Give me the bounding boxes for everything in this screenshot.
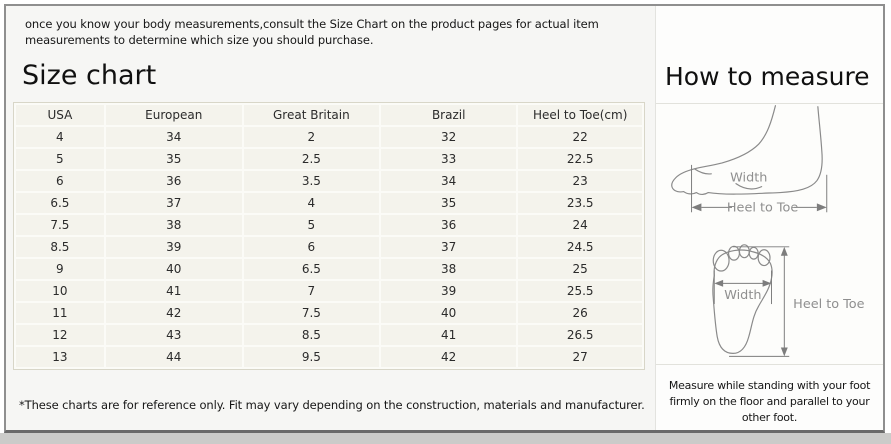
size-cell: 2 xyxy=(243,127,380,147)
size-cell: 25.5 xyxy=(518,281,642,301)
side-width-label: Width xyxy=(730,171,767,186)
column-header: USA xyxy=(16,105,104,125)
size-cell: 5 xyxy=(243,215,380,235)
column-header: Heel to Toe(cm) xyxy=(518,105,642,125)
intro-text: once you know your body measurements,con… xyxy=(25,17,599,47)
size-cell: 41 xyxy=(381,325,517,345)
size-cell: 38 xyxy=(381,259,517,279)
size-chart-panel: once you know your body measurements,con… xyxy=(6,6,655,430)
size-cell: 10 xyxy=(16,281,104,301)
header-row: USA European Great Britain Brazil Heel to To… xyxy=(16,105,642,125)
table-row: 5 35 2.5 33 22.5 xyxy=(16,149,642,169)
size-cell: 36 xyxy=(105,171,242,191)
size-cell: 9.5 xyxy=(243,347,380,367)
size-cell: 32 xyxy=(381,127,517,147)
size-cell: 3.5 xyxy=(243,171,380,191)
table-row: 13 44 9.5 42 27 xyxy=(16,347,642,367)
table-row: 8.5 39 6 37 24.5 xyxy=(16,237,642,257)
size-cell: 8.5 xyxy=(16,237,104,257)
size-cell: 11 xyxy=(16,303,104,323)
size-cell: 38 xyxy=(105,215,242,235)
size-cell: 39 xyxy=(105,237,242,257)
size-table-body: 4 34 2 32 22 5 35 2.5 33 22.5 6 36 3.5 34 23 6.5 37 4 35 23… xyxy=(16,127,642,367)
size-cell: 9 xyxy=(16,259,104,279)
size-cell: 6 xyxy=(16,171,104,191)
sole-heel-to-toe-label: Heel to Toe xyxy=(793,297,864,312)
size-cell: 34 xyxy=(105,127,242,147)
size-cell: 23 xyxy=(518,171,642,191)
size-cell: 42 xyxy=(381,347,517,367)
size-cell: 6.5 xyxy=(16,193,104,213)
size-cell: 8.5 xyxy=(243,325,380,345)
how-to-measure-panel: How to measure Width Heel to Toe xyxy=(655,6,883,430)
size-cell: 35 xyxy=(105,149,242,169)
size-cell: 24 xyxy=(518,215,642,235)
sole-width-label: Width xyxy=(724,288,761,303)
measure-note: Measure while standing with your foot fi… xyxy=(668,379,871,424)
column-header: Brazil xyxy=(381,105,517,125)
foot-sole-view-icon: Width Heel to Toe xyxy=(711,244,864,357)
size-cell: 43 xyxy=(105,325,242,345)
size-cell: 40 xyxy=(381,303,517,323)
size-cell: 25 xyxy=(518,259,642,279)
size-chart-footnote: *These charts are for reference only. Fi… xyxy=(19,398,645,412)
size-chart-card: once you know your body measurements,con… xyxy=(4,4,885,433)
foot-side-view-icon: Width Heel to Toe xyxy=(670,105,827,215)
size-chart-title: Size chart xyxy=(22,60,157,91)
size-cell: 37 xyxy=(381,237,517,257)
measurement-diagram: Width Heel to Toe Width xyxy=(670,105,864,357)
size-cell: 26.5 xyxy=(518,325,642,345)
size-cell: 33 xyxy=(381,149,517,169)
size-cell: 24.5 xyxy=(518,237,642,257)
size-cell: 22 xyxy=(518,127,642,147)
size-cell: 7 xyxy=(243,281,380,301)
measurement-diagram-box: Width Heel to Toe Width xyxy=(656,103,883,365)
size-cell: 36 xyxy=(381,215,517,235)
size-cell: 5 xyxy=(16,149,104,169)
size-cell: 41 xyxy=(105,281,242,301)
size-cell: 6.5 xyxy=(243,259,380,279)
size-cell: 44 xyxy=(105,347,242,367)
size-cell: 23.5 xyxy=(518,193,642,213)
side-heel-to-toe-label: Heel to Toe xyxy=(726,200,797,215)
size-cell: 12 xyxy=(16,325,104,345)
table-row: 12 43 8.5 41 26.5 xyxy=(16,325,642,345)
size-cell: 6 xyxy=(243,237,380,257)
size-cell: 35 xyxy=(381,193,517,213)
table-row: 10 41 7 39 25.5 xyxy=(16,281,642,301)
size-cell: 4 xyxy=(16,127,104,147)
size-cell: 26 xyxy=(518,303,642,323)
size-cell: 22.5 xyxy=(518,149,642,169)
size-table: USA European Great Britain Brazil Heel to To… xyxy=(13,102,645,370)
table-row: 9 40 6.5 38 25 xyxy=(16,259,642,279)
size-cell: 34 xyxy=(381,171,517,191)
table-row: 6 36 3.5 34 23 xyxy=(16,171,642,191)
size-cell: 13 xyxy=(16,347,104,367)
size-cell: 37 xyxy=(105,193,242,213)
size-cell: 7.5 xyxy=(243,303,380,323)
size-cell: 40 xyxy=(105,259,242,279)
size-table-header: USA European Great Britain Brazil Heel to To… xyxy=(16,105,642,125)
size-cell: 27 xyxy=(518,347,642,367)
size-cell: 4 xyxy=(243,193,380,213)
how-to-measure-title: How to measure xyxy=(665,62,870,91)
column-header: European xyxy=(105,105,242,125)
bottom-shadow-strip xyxy=(0,433,891,444)
size-cell: 39 xyxy=(381,281,517,301)
size-cell: 7.5 xyxy=(16,215,104,235)
table-row: 7.5 38 5 36 24 xyxy=(16,215,642,235)
column-header: Great Britain xyxy=(243,105,380,125)
size-cell: 2.5 xyxy=(243,149,380,169)
table-row: 4 34 2 32 22 xyxy=(16,127,642,147)
size-cell: 42 xyxy=(105,303,242,323)
table-row: 11 42 7.5 40 26 xyxy=(16,303,642,323)
table-row: 6.5 37 4 35 23.5 xyxy=(16,193,642,213)
